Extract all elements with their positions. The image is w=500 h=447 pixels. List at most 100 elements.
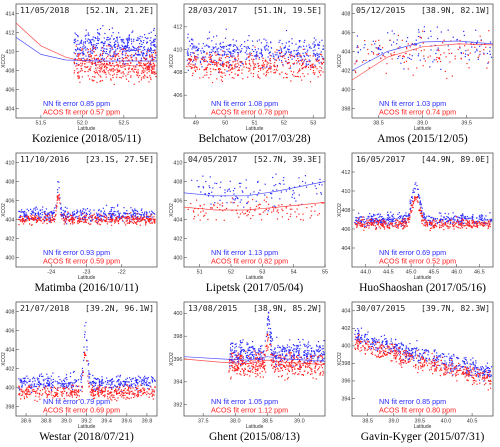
acos-point bbox=[83, 357, 86, 359]
acos-point bbox=[83, 353, 86, 355]
nn-point bbox=[384, 218, 386, 220]
acos-point bbox=[244, 61, 247, 63]
nn-point bbox=[121, 41, 123, 43]
acos-point bbox=[67, 211, 69, 213]
acos-point bbox=[115, 221, 117, 223]
nn-point bbox=[150, 44, 152, 46]
nn-point bbox=[232, 53, 234, 55]
acos-point bbox=[369, 218, 371, 221]
nn-point bbox=[150, 48, 152, 51]
nn-point bbox=[117, 59, 119, 61]
acos-point bbox=[253, 68, 255, 71]
nn-point bbox=[380, 221, 383, 223]
acos-point bbox=[422, 30, 424, 32]
acos-point bbox=[442, 225, 444, 227]
nn-point bbox=[357, 51, 359, 53]
acos-point bbox=[299, 76, 301, 78]
nn-point bbox=[23, 212, 25, 214]
nn-point bbox=[88, 42, 90, 44]
nn-point bbox=[222, 55, 224, 57]
nn-point bbox=[308, 47, 311, 49]
acos-point bbox=[36, 400, 38, 402]
acos-point bbox=[73, 390, 76, 392]
acos-point bbox=[453, 228, 455, 230]
acos-point bbox=[122, 71, 124, 74]
nn-point bbox=[227, 44, 229, 46]
x-tick-label: -23 bbox=[83, 270, 91, 276]
nn-point bbox=[36, 208, 38, 210]
acos-point bbox=[72, 218, 74, 220]
acos-point bbox=[92, 393, 94, 395]
acos-point bbox=[122, 71, 124, 73]
acos-point bbox=[209, 58, 211, 60]
nn-point bbox=[79, 218, 82, 220]
nn-point bbox=[256, 53, 258, 55]
nn-point bbox=[148, 50, 150, 52]
acos-point bbox=[35, 392, 37, 394]
acos-point bbox=[242, 64, 244, 66]
nn-point bbox=[113, 52, 115, 54]
acos-point bbox=[101, 68, 103, 70]
nn-point bbox=[224, 192, 226, 194]
acos-point bbox=[77, 55, 79, 57]
nn-point bbox=[134, 208, 136, 210]
nn-point bbox=[409, 202, 411, 205]
nn-point bbox=[132, 46, 135, 49]
acos-point bbox=[190, 55, 193, 58]
acos-point bbox=[379, 219, 381, 222]
acos-point bbox=[88, 382, 90, 384]
y-axis-label: XCO2 bbox=[337, 203, 343, 217]
acos-point bbox=[281, 208, 283, 210]
acos-point bbox=[356, 60, 358, 62]
nn-point bbox=[438, 212, 440, 214]
acos-point bbox=[112, 70, 114, 73]
acos-point bbox=[151, 218, 153, 220]
nn-point bbox=[400, 225, 402, 227]
nn-point bbox=[420, 206, 422, 208]
nn-point bbox=[419, 197, 421, 199]
acos-point bbox=[92, 80, 94, 82]
acos-point bbox=[440, 221, 442, 223]
acos-point bbox=[131, 59, 133, 61]
nn-point bbox=[80, 40, 82, 42]
nn-point bbox=[264, 46, 266, 48]
acos-point bbox=[222, 63, 225, 65]
nn-point bbox=[128, 39, 130, 41]
acos-point bbox=[70, 217, 72, 219]
acos-point bbox=[414, 197, 416, 199]
nn-point bbox=[24, 377, 26, 379]
nn-point bbox=[153, 41, 155, 43]
acos-point bbox=[128, 60, 130, 62]
acos-point bbox=[447, 222, 449, 224]
y-tick-label: 410 bbox=[173, 47, 182, 53]
acos-point bbox=[153, 216, 155, 218]
acos-point bbox=[98, 69, 100, 72]
nn-point bbox=[313, 355, 315, 358]
acos-point bbox=[270, 71, 272, 73]
acos-point bbox=[147, 66, 149, 68]
nn-point bbox=[235, 49, 237, 51]
nn-point bbox=[85, 209, 87, 211]
acos-point bbox=[97, 218, 99, 220]
nn-point bbox=[118, 382, 120, 384]
acos-point bbox=[43, 386, 46, 389]
acos-point bbox=[257, 204, 259, 206]
nn-point bbox=[111, 46, 113, 48]
acos-point bbox=[233, 201, 235, 204]
nn-point bbox=[419, 59, 421, 61]
nn-point bbox=[94, 377, 97, 380]
nn-point bbox=[304, 48, 306, 50]
nn-point bbox=[244, 52, 246, 54]
acos-point bbox=[215, 62, 217, 64]
acos-point bbox=[88, 60, 90, 62]
acos-point bbox=[143, 68, 145, 70]
nn-point bbox=[146, 216, 148, 218]
acos-point bbox=[429, 229, 431, 232]
nn-point bbox=[354, 219, 357, 221]
nn-point bbox=[273, 185, 275, 187]
acos-point bbox=[381, 225, 383, 227]
nn-point bbox=[235, 354, 237, 356]
nn-point bbox=[481, 217, 483, 219]
nn-point bbox=[106, 53, 108, 55]
acos-point bbox=[51, 220, 53, 222]
